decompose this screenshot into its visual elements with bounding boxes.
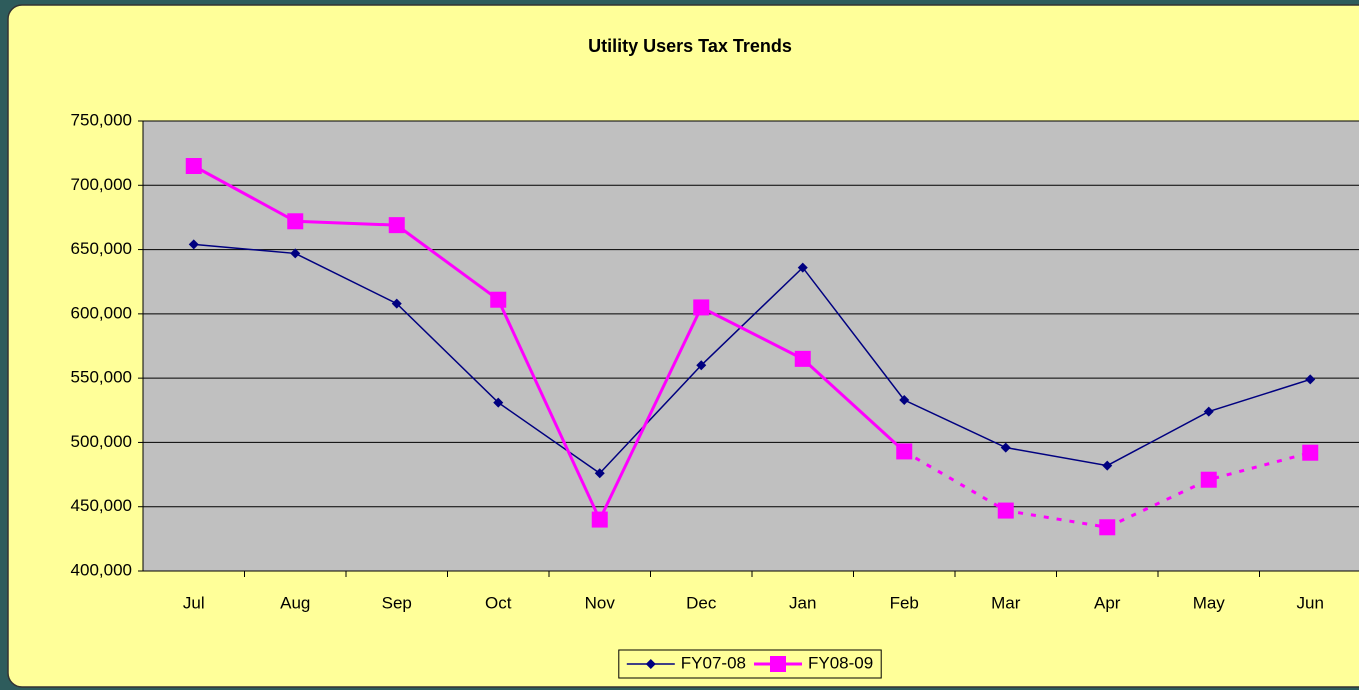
x-tick-label: Mar xyxy=(991,593,1021,612)
y-tick-label: 450,000 xyxy=(71,496,132,515)
marker xyxy=(493,397,504,408)
x-tick-label: May xyxy=(1193,593,1226,612)
marker xyxy=(896,443,913,460)
marker xyxy=(696,360,707,371)
marker xyxy=(899,395,910,405)
x-tick-label: Jul xyxy=(183,593,205,612)
x-tick-label: Aug xyxy=(280,593,310,612)
marker xyxy=(1305,374,1316,385)
marker xyxy=(997,502,1014,519)
marker xyxy=(794,350,811,367)
marker xyxy=(185,158,202,174)
y-tick-label: 600,000 xyxy=(71,303,132,322)
y-tick-label: 700,000 xyxy=(71,175,132,194)
y-tick-label: 550,000 xyxy=(71,368,132,387)
marker xyxy=(490,291,507,308)
marker xyxy=(594,468,605,479)
x-tick-label: Sep xyxy=(382,593,412,612)
y-tick-label: 400,000 xyxy=(71,560,132,579)
marker xyxy=(645,659,656,669)
legend: FY07-08 FY08-09 xyxy=(618,649,882,679)
y-tick-label: 750,000 xyxy=(71,110,132,129)
x-tick-label: Dec xyxy=(686,593,717,612)
marker xyxy=(188,239,199,250)
marker xyxy=(388,217,405,234)
marker xyxy=(290,248,301,259)
series-line xyxy=(193,164,906,524)
y-tick-label: 650,000 xyxy=(71,239,132,258)
marker xyxy=(1102,460,1113,471)
marker xyxy=(797,262,808,273)
x-tick-label: Jan xyxy=(789,593,816,612)
marker xyxy=(770,656,786,672)
marker xyxy=(391,298,402,309)
x-tick-label: Jun xyxy=(1297,593,1324,612)
marker xyxy=(1000,442,1011,453)
x-tick-label: Nov xyxy=(585,593,616,612)
legend-label: FY08-09 xyxy=(808,653,873,672)
legend-label: FY07-08 xyxy=(681,653,746,672)
marker xyxy=(591,511,608,528)
marker xyxy=(1302,444,1319,461)
x-tick-label: Oct xyxy=(485,593,512,612)
marker xyxy=(1203,406,1214,417)
x-tick-label: Feb xyxy=(890,593,919,612)
legend-box xyxy=(618,649,882,679)
y-tick-label: 500,000 xyxy=(71,432,132,451)
marker xyxy=(1099,519,1116,536)
marker xyxy=(693,299,710,316)
chart-title: Utility Users Tax Trends xyxy=(588,36,792,56)
marker xyxy=(1200,471,1217,488)
x-tick-label: Apr xyxy=(1094,593,1121,612)
plot-area xyxy=(143,121,1359,571)
series-line xyxy=(193,243,1311,475)
marker xyxy=(287,213,304,230)
series-line xyxy=(903,450,1311,529)
